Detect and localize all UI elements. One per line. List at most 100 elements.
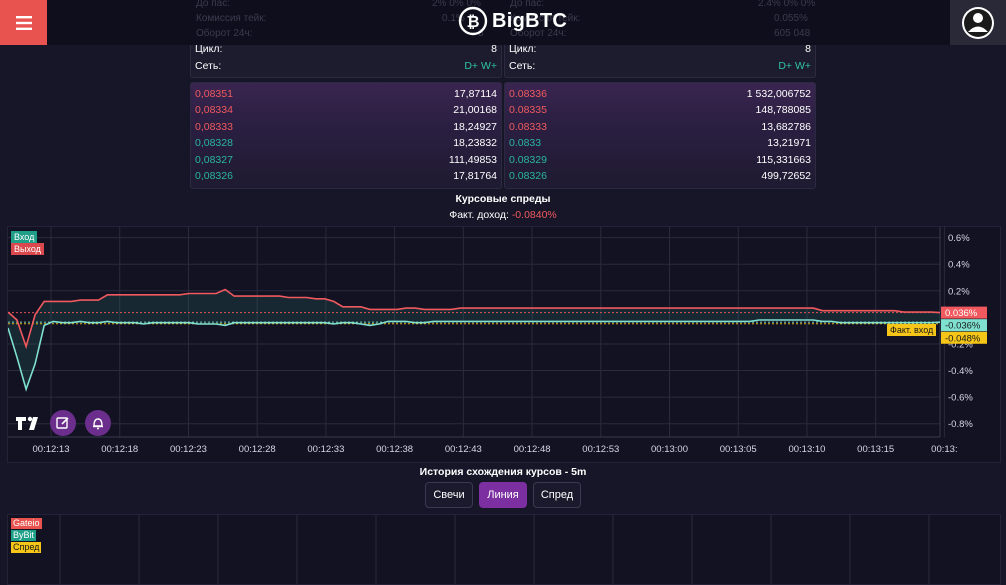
x-tick-label: 00:13:15 [857,444,894,455]
ghost-label-1: До пас: [196,0,230,9]
y-tick-label: 0.4% [948,260,970,271]
order-book-row[interactable]: 0,08334 21,00168 [195,102,497,119]
level-tag-text: -0.036% [945,321,981,332]
order-amount: 17,81764 [453,170,497,182]
line-button[interactable]: Линия [479,482,527,508]
exit-series-line [8,288,941,350]
x-tick-label: 00:12:53 [582,444,619,455]
y-tick-label: -0.2% [948,339,973,350]
ghost-label-3: Оборот 24ч: [196,28,253,39]
network-status: D+ W+ [778,60,811,72]
spread-chart[interactable]: 00:12:13 00:12:18 00:12:23 00:12:28 00:12:33… [7,226,1001,463]
x-tick-label: 00:12:38 [376,444,413,455]
left-cycle-row: Цикл: 8 [195,41,497,57]
x-tick-label: 00:12:23 [170,444,207,455]
y-tick-label: 0.6% [948,233,970,244]
ghost-label-6: Оборот 24ч: [510,28,567,39]
bell-icon [93,418,103,430]
edit-button[interactable] [50,410,76,436]
order-book-row[interactable]: 0,08327 111,49853 [195,151,497,168]
network-label: Сеть: [509,60,536,72]
order-book-row[interactable]: 0.08336 1 532,006752 [509,85,811,102]
bitcoin-icon: ₿ [458,6,488,36]
income-value: -0.0840% [511,209,557,221]
order-price: 0.08336 [509,87,547,100]
legend-entry: Вход [11,231,38,243]
cycle-label: Цикл: [195,43,223,55]
level-tag-text: 0.036% [945,308,978,319]
cycle-value: 8 [491,43,497,55]
network-status: D+ W+ [464,60,497,72]
order-amount: 1 532,006752 [746,87,811,100]
order-amount: 111,49853 [448,153,497,166]
order-amount: 499,72652 [761,170,811,182]
order-book-row[interactable]: 0.0833 13,21971 [509,135,811,152]
spread-area [8,289,940,390]
left-network-row: Сеть: D+ W+ [195,58,497,74]
ghost-label-5: Комиссия тейк: [510,13,581,24]
y-tick-label: 0.2% [948,286,970,297]
order-amount: 21,00168 [453,104,497,116]
legend-spread: Спред [11,542,42,553]
x-tick-label: 00:13:00 [651,444,688,455]
x-tick-label: 00:12:28 [239,444,276,455]
x-tick-label: 00:12:48 [514,444,551,455]
level-tag-bg [941,319,987,332]
order-book-row[interactable]: 0,08326 17,81764 [195,168,497,185]
level-tag-bg [941,306,987,319]
order-book-row[interactable]: 0,08328 18,23832 [195,135,497,152]
order-price: 0,08326 [195,170,233,182]
ghost-label-2: Комиссия тейк: [196,13,267,24]
spread-button[interactable]: Спред [533,482,581,508]
order-amount: 115,331663 [756,153,811,166]
y-tick-label: -0.8% [948,419,973,430]
right-order-book: 0.08336 1 532,006752 0.08335 148,788085 0.08… [504,82,816,189]
brand-logo[interactable]: ₿ BigBTC [458,6,567,36]
right-network-row: Сеть: D+ W+ [509,58,811,74]
order-amount: 18,23832 [453,137,497,149]
spreads-income: Факт. доход: -0.0840% [0,209,1006,221]
hamburger-icon [15,15,32,30]
order-amount: 148,788085 [755,104,811,116]
x-tick-label: 00:13: [931,444,957,455]
history-chart[interactable]: Gateio ByBit Спред [7,514,1001,585]
ghost-value-1: 2% 0% 0% [432,0,481,9]
spreads-title: Курсовые спреды [455,193,551,205]
x-tick-label: 00:12:18 [101,444,138,455]
order-price: 0,08328 [195,137,233,149]
x-tick-label: 00:13:05 [720,444,757,455]
legend-gateio: Gateio [11,518,42,529]
brand-name: BigBTC [492,9,568,32]
order-book-row[interactable]: 0.08326 499,72652 [509,168,811,185]
spread-chart-svg[interactable]: 00:12:13 00:12:18 00:12:23 00:12:28 00:12:33… [8,227,1000,462]
ghost-value-4: 2.4% 0% 0% [758,0,816,9]
y-tick-label: -0.4% [948,366,973,377]
order-price: 0,08327 [195,153,233,166]
order-book-row[interactable]: 0,08351 17,87114 [195,85,497,102]
menu-button[interactable] [0,0,47,45]
x-tick-label: 00:12:13 [33,444,70,455]
y-tick-label: -0.6% [948,393,973,404]
level-tag-bg [941,331,987,344]
order-price: 0,08334 [195,104,233,116]
order-book-row[interactable]: 0,08333 18,24927 [195,118,497,135]
legend-bybit: ByBit [11,530,37,541]
order-amount: 13,682786 [761,120,811,133]
ghost-label-4: До пас: [510,0,544,9]
alert-button[interactable] [85,410,111,436]
x-tick-label: 00:13:10 [788,444,825,455]
order-book-row[interactable]: 0.08329 115,331663 [509,151,811,168]
network-label: Сеть: [195,60,222,72]
candles-button[interactable]: Свечи [425,482,473,508]
tradingview-logo-icon[interactable] [16,415,42,431]
edit-icon [56,417,69,429]
order-price: 0.08326 [509,170,547,182]
order-book-row[interactable]: 0.08335 148,788085 [509,102,811,119]
history-title: История схождения курсов - 5m [419,466,587,478]
user-profile-button[interactable] [950,0,1006,45]
order-amount: 17,87114 [453,87,497,100]
x-tick-label: 00:12:33 [307,444,344,455]
order-price: 0.0833 [509,137,542,149]
order-book-row[interactable]: 0.08333 13,682786 [509,118,811,135]
history-chart-svg[interactable] [8,515,1000,584]
